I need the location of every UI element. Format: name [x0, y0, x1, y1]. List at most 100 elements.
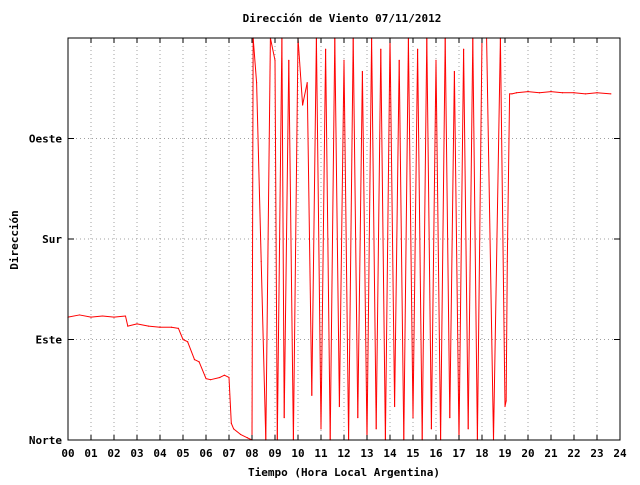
data-point [467, 428, 469, 430]
y-axis-label: Dirección [8, 210, 21, 270]
data-point [430, 428, 432, 430]
series-segment [233, 428, 241, 435]
data-point [288, 59, 290, 61]
x-tick-label: 07 [222, 447, 235, 460]
data-point [394, 405, 396, 408]
x-tick-label: 21 [544, 447, 558, 460]
data-point [223, 374, 225, 376]
series-segment [435, 60, 442, 441]
series-segment [210, 376, 220, 381]
series-segment [205, 378, 211, 381]
data-point [198, 361, 200, 363]
series-segment [297, 37, 304, 106]
y-tick-label: Oeste [29, 133, 62, 146]
data-point [435, 59, 437, 61]
series-segment [463, 49, 469, 429]
data-point [246, 437, 248, 439]
chart-title: Dirección de Viento 07/11/2012 [243, 12, 442, 25]
series-segment [256, 82, 262, 262]
data-point [90, 316, 92, 318]
series-segment [67, 314, 80, 318]
data-point [113, 316, 115, 318]
series-segment [125, 315, 129, 327]
x-tick-label: 02 [107, 447, 120, 460]
data-point [325, 48, 327, 50]
series-segment [320, 49, 327, 429]
series-segment [472, 37, 478, 441]
data-point [228, 376, 230, 379]
series-segment [499, 37, 506, 407]
grid-layer [68, 38, 620, 440]
y-tick-label: Norte [29, 434, 62, 447]
series-segment [276, 37, 283, 441]
data-point [127, 325, 129, 327]
data-point [205, 377, 207, 380]
series-segment [288, 60, 294, 441]
data-point [239, 433, 242, 436]
x-tick-label: 09 [268, 447, 281, 460]
x-tick-label: 19 [498, 447, 511, 460]
data-point [361, 70, 363, 73]
series-segment [283, 60, 290, 418]
data-point [505, 400, 507, 402]
data-point [453, 70, 455, 73]
data-point [504, 405, 506, 408]
series-segment [240, 433, 248, 439]
series-segment [449, 71, 455, 418]
series-segment [444, 37, 451, 418]
series-segment [194, 359, 200, 363]
data-point [573, 92, 575, 94]
x-tick-label: 23 [590, 447, 603, 460]
series-segment [127, 323, 138, 327]
data-point [233, 428, 235, 430]
series-segment [486, 37, 494, 441]
series-segment [329, 37, 336, 441]
series-segment [493, 37, 501, 441]
series-segment [90, 315, 103, 318]
series-segment [302, 82, 308, 106]
y-tick-label: Este [36, 334, 63, 347]
series-segment [265, 37, 271, 441]
series-segment [426, 37, 432, 429]
series-segment [371, 37, 377, 429]
series-segment [315, 37, 322, 429]
data-point [380, 48, 382, 50]
series-segment [348, 37, 354, 441]
x-tick-label: 11 [314, 447, 328, 460]
series-segment [338, 60, 345, 407]
data-point [230, 422, 232, 424]
series-segment [380, 49, 386, 441]
x-tick-label: 12 [337, 447, 350, 460]
x-tick-label: 00 [61, 447, 74, 460]
x-tick-label: 03 [130, 447, 143, 460]
x-tick-label: 14 [383, 447, 397, 460]
series-segment [219, 374, 225, 378]
series-segment [430, 60, 437, 429]
series-segment [467, 37, 474, 429]
series-segment [102, 315, 115, 318]
series-segment [113, 315, 126, 318]
series-segment [343, 60, 350, 441]
series-segment [403, 37, 409, 441]
x-tick-label: 22 [567, 447, 580, 460]
data-point [274, 59, 276, 61]
data-point [338, 405, 340, 408]
series-segment [361, 71, 368, 441]
tick-layer: 00 01 02 03 04 05 06 07 08 09 10 11 12 13 14 15 16 17 18 19… [29, 38, 627, 460]
series-segment [527, 91, 540, 94]
series-segment [171, 326, 179, 329]
series-segment [504, 400, 507, 407]
series-segment [511, 92, 517, 95]
data-point [463, 48, 465, 50]
series-segment [79, 314, 92, 318]
series-segment [389, 37, 396, 407]
data-point [561, 92, 564, 94]
series-segment [357, 71, 363, 418]
series-segment [136, 323, 149, 327]
data-point [449, 417, 451, 419]
data-point [210, 379, 212, 381]
series-segment [352, 37, 359, 418]
x-tick-label: 10 [291, 447, 304, 460]
series-segment [476, 37, 483, 441]
